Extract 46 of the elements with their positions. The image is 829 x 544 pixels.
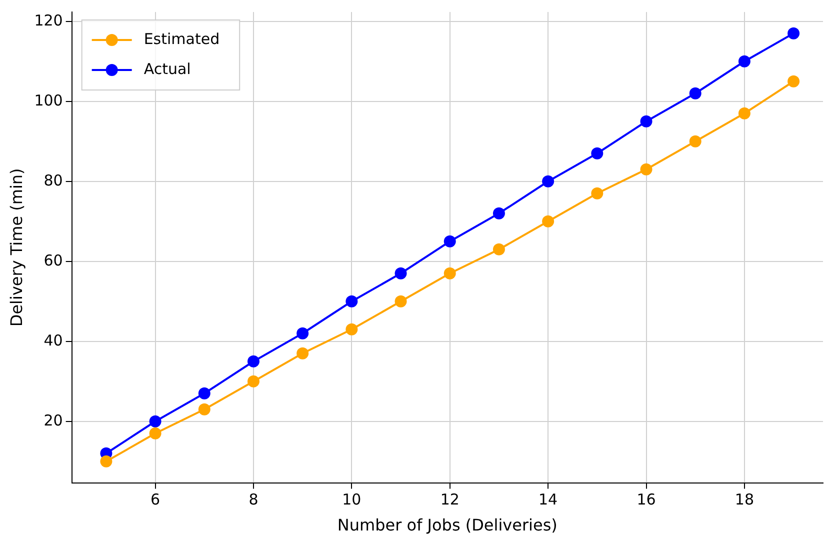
y-tick-label: 120	[34, 11, 63, 30]
point	[640, 115, 652, 128]
point	[296, 347, 309, 360]
point	[346, 323, 358, 336]
x-tick-label: 14	[538, 490, 558, 509]
point	[640, 163, 652, 176]
y-axis-title: Delivery Time (min)	[6, 168, 26, 327]
point	[444, 267, 456, 280]
point	[788, 75, 800, 88]
point	[591, 187, 604, 200]
x-tick-label: 18	[734, 490, 754, 509]
point	[296, 327, 309, 340]
point	[689, 135, 702, 148]
point	[591, 147, 604, 160]
x-tick-label: 8	[248, 490, 258, 509]
point	[444, 235, 456, 248]
point	[542, 175, 554, 188]
point	[247, 355, 260, 368]
y-tick-label: 80	[44, 171, 63, 190]
y-tick-label: 40	[44, 331, 63, 350]
x-tick-label: 16	[636, 490, 656, 509]
point	[149, 427, 162, 440]
point	[492, 207, 505, 220]
point	[738, 107, 750, 120]
point	[394, 267, 407, 280]
point	[346, 295, 358, 308]
point	[100, 455, 112, 468]
x-tick-label: 10	[342, 490, 362, 509]
point	[689, 87, 702, 100]
point	[198, 387, 210, 400]
y-tick-label: 20	[44, 411, 63, 430]
point	[788, 27, 800, 40]
point	[198, 403, 210, 416]
x-tick-label: 12	[440, 490, 460, 509]
point	[247, 375, 260, 388]
point	[738, 55, 750, 68]
x-tick-label: 6	[150, 490, 160, 509]
point	[149, 415, 162, 428]
point	[394, 295, 407, 308]
point	[492, 243, 505, 256]
legend-label: Estimated	[144, 30, 220, 48]
point	[542, 215, 554, 228]
legend-label: Actual	[144, 60, 191, 78]
x-axis-title: Number of Jobs (Deliveries)	[337, 516, 558, 535]
y-tick-label: 100	[34, 91, 63, 110]
y-tick-label: 60	[44, 251, 63, 270]
